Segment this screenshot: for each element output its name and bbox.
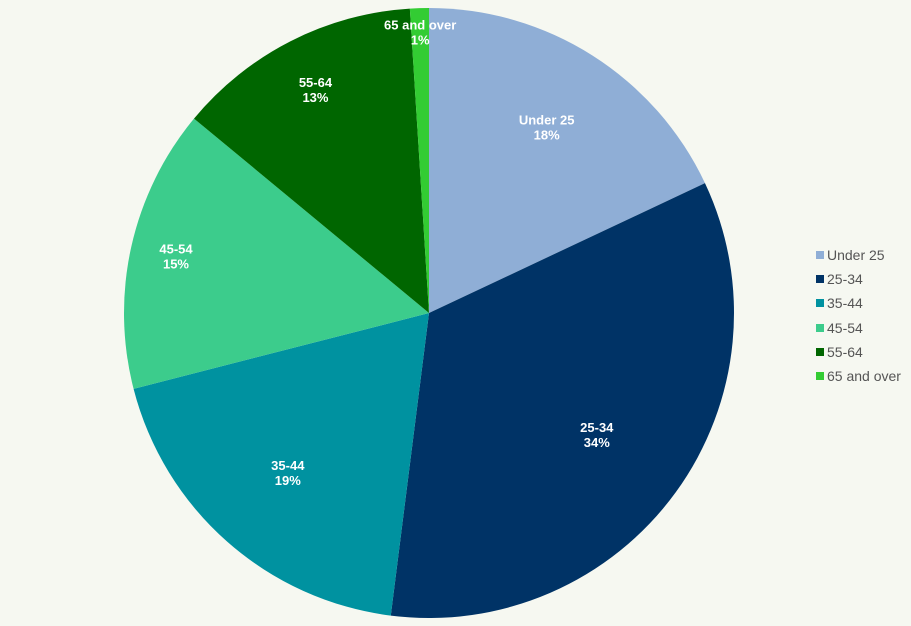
legend-swatch-icon <box>816 323 824 332</box>
legend-swatch-icon <box>816 372 824 381</box>
pie-slice-35-44[interactable] <box>133 313 429 616</box>
legend-label: 45-54 <box>827 319 863 336</box>
legend-item-45-54[interactable]: 45-54 <box>816 316 901 340</box>
pie-slice-25-34[interactable] <box>390 183 734 618</box>
legend-item-55-64[interactable]: 55-64 <box>816 340 901 364</box>
legend-item-25-34[interactable]: 25-34 <box>816 267 901 291</box>
slice-label: 65 and over 1% <box>384 18 456 48</box>
legend-swatch-icon <box>816 275 824 284</box>
legend-label: 55-64 <box>827 343 863 360</box>
pie-slice-45-54[interactable] <box>123 118 429 389</box>
legend-item-35-44[interactable]: 35-44 <box>816 291 901 315</box>
pie-slice-under-25[interactable] <box>429 8 705 313</box>
legend-label: Under 25 <box>827 247 885 264</box>
slice-label: 55-64 13% <box>299 75 333 105</box>
slice-label: 45-54 15% <box>159 241 193 271</box>
legend-swatch-icon <box>816 347 824 356</box>
slice-label: 35-44 19% <box>271 458 305 488</box>
slice-label: 25-34 34% <box>580 420 614 450</box>
legend-label: 25-34 <box>827 271 863 288</box>
legend-item-65-and-over[interactable]: 65 and over <box>816 364 901 388</box>
slice-label: Under 25 18% <box>519 113 575 143</box>
legend-label: 65 and over <box>827 368 901 385</box>
chart-legend: Under 25 25-34 35-44 45-54 55-64 65 and … <box>816 243 901 388</box>
pie-slice-65-and-over[interactable] <box>409 8 429 313</box>
legend-swatch-icon <box>816 251 824 260</box>
legend-swatch-icon <box>816 299 824 308</box>
pie-slice-55-64[interactable] <box>193 8 429 314</box>
legend-label: 35-44 <box>827 295 863 312</box>
legend-item-under-25[interactable]: Under 25 <box>816 243 901 267</box>
